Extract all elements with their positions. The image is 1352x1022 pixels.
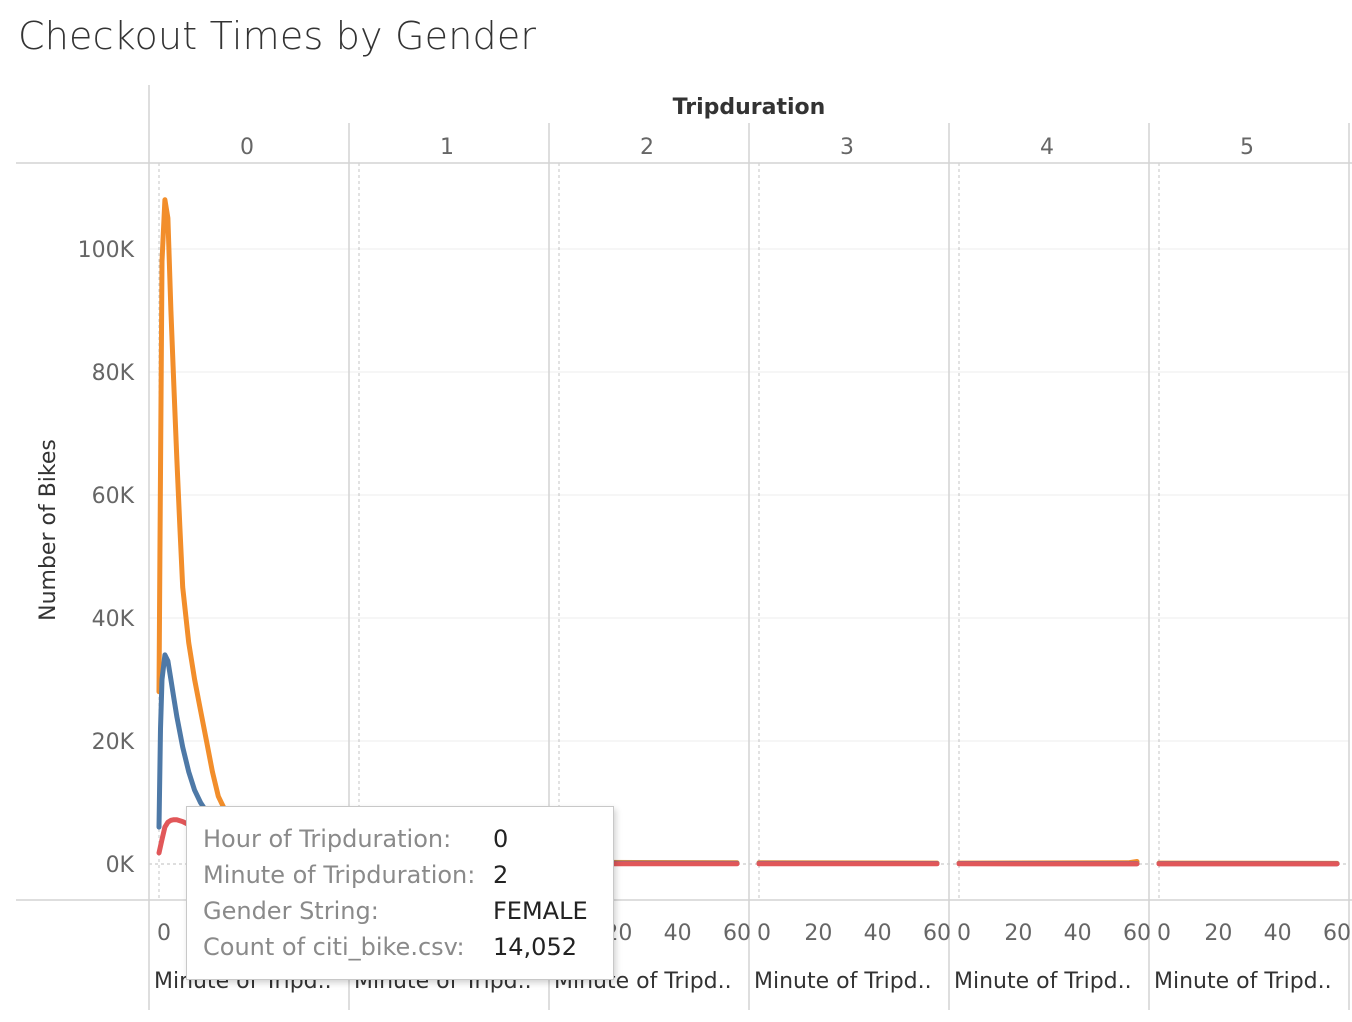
x-axis-label: Minute of Tripd.. <box>954 969 1132 994</box>
y-tick-label: 20K <box>92 730 135 755</box>
x-tick-label: 20 <box>804 921 832 946</box>
x-tick-label: 40 <box>1064 921 1092 946</box>
x-tick-label: 0 <box>1157 921 1171 946</box>
x-axis-label: Minute of Tripd.. <box>1154 969 1332 994</box>
panel-label: 5 <box>1240 135 1254 160</box>
x-tick-label: 20 <box>1004 921 1032 946</box>
x-axis-label: Minute of Tripd.. <box>754 969 932 994</box>
tooltip-label: Count of citi_bike.csv: <box>203 933 465 961</box>
y-tick-label: 60K <box>92 484 135 509</box>
x-tick-label: 40 <box>664 921 692 946</box>
panel-label: 3 <box>840 135 854 160</box>
x-tick-label: 0 <box>157 921 171 946</box>
x-tick-label: 40 <box>864 921 892 946</box>
chart-title: Checkout Times by Gender <box>18 14 537 58</box>
tooltip: Hour of Tripduration: 0 Minute of Tripdu… <box>186 806 614 980</box>
y-tick-label: 80K <box>92 361 135 386</box>
x-tick-label: 60 <box>1123 921 1151 946</box>
tooltip-label: Gender String: <box>203 897 379 925</box>
tooltip-value: 0 <box>493 825 509 853</box>
panel-label: 1 <box>440 135 454 160</box>
y-tick-label: 40K <box>92 607 135 632</box>
x-tick-label: 0 <box>757 921 771 946</box>
x-tick-label: 60 <box>1323 921 1351 946</box>
tooltip-value: 14,052 <box>493 933 577 961</box>
tooltip-value: 2 <box>493 861 509 889</box>
x-tick-label: 20 <box>1204 921 1232 946</box>
panel-label: 0 <box>240 135 254 160</box>
y-axis-label: Number of Bikes <box>36 439 61 621</box>
x-tick-label: 60 <box>923 921 951 946</box>
panel-label: 2 <box>640 135 654 160</box>
tooltip-value: FEMALE <box>493 897 588 925</box>
tooltip-label: Hour of Tripduration: <box>203 825 452 853</box>
y-tick-label: 100K <box>78 238 135 263</box>
x-tick-label: 40 <box>1264 921 1292 946</box>
column-header: Tripduration <box>673 95 826 120</box>
x-tick-label: 60 <box>723 921 751 946</box>
tooltip-label: Minute of Tripduration: <box>203 861 476 889</box>
panel-label: 4 <box>1040 135 1054 160</box>
x-tick-label: 0 <box>957 921 971 946</box>
y-tick-label: 0K <box>106 853 135 878</box>
